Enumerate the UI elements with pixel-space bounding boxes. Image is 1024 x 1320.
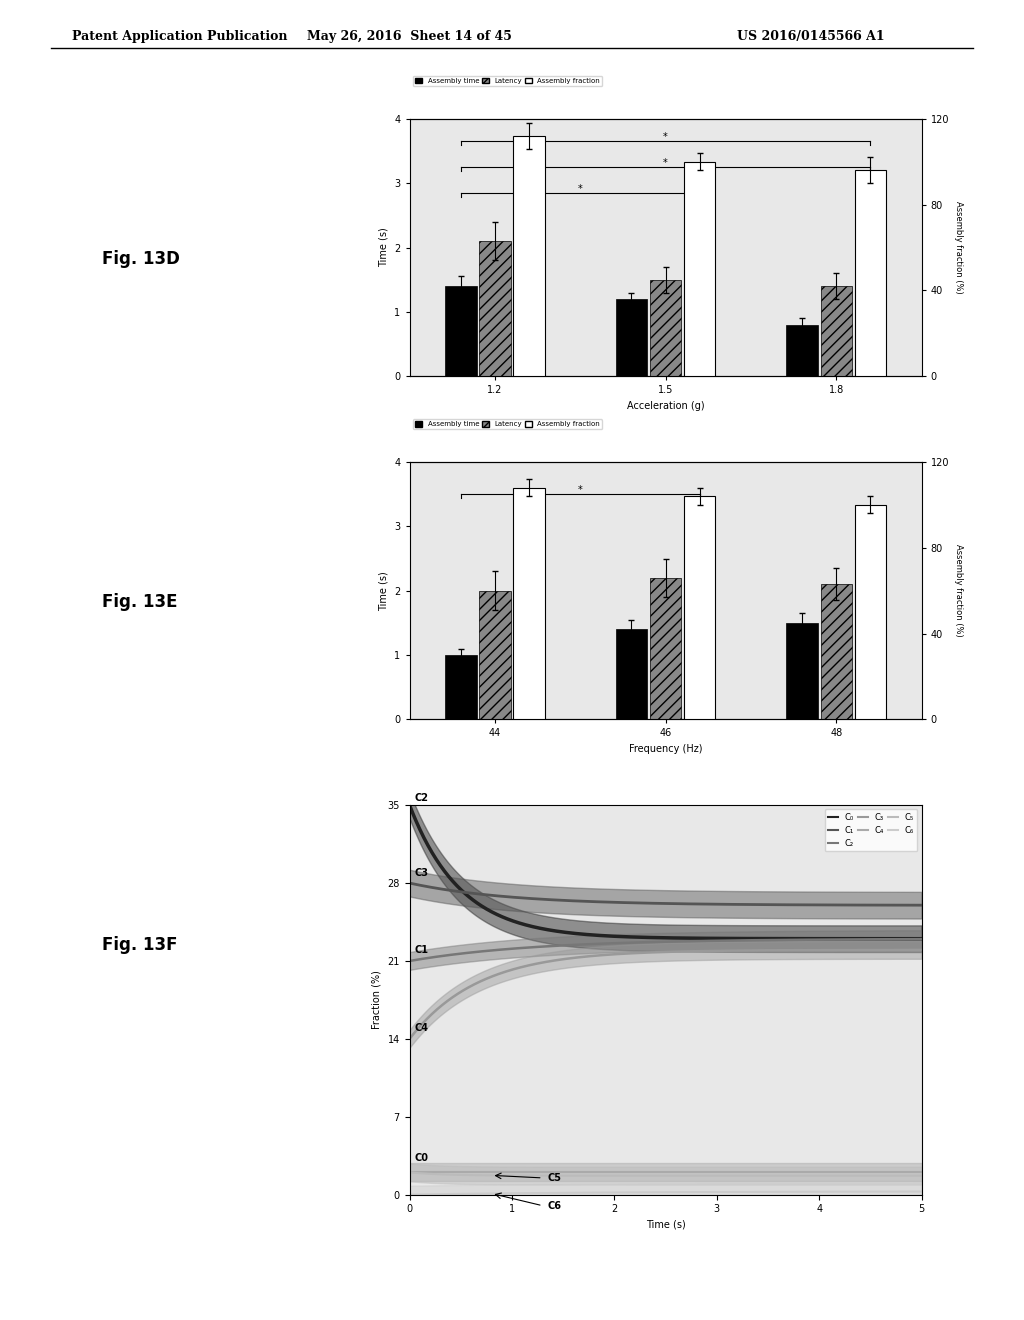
Bar xyxy=(684,162,716,376)
Text: *: * xyxy=(664,132,668,143)
X-axis label: Acceleration (g): Acceleration (g) xyxy=(627,401,705,411)
Bar xyxy=(820,286,852,376)
Bar xyxy=(479,591,511,719)
Text: *: * xyxy=(578,484,583,495)
Text: Fig. 13F: Fig. 13F xyxy=(102,936,178,954)
Text: C1: C1 xyxy=(415,945,429,956)
Bar xyxy=(855,170,886,376)
Bar xyxy=(445,655,476,719)
Text: May 26, 2016  Sheet 14 of 45: May 26, 2016 Sheet 14 of 45 xyxy=(307,30,512,44)
Bar xyxy=(479,242,511,376)
Text: C0: C0 xyxy=(415,1154,429,1163)
Legend: C₀, C₁, C₂, C₃, C₄, C₅, C₆: C₀, C₁, C₂, C₃, C₄, C₅, C₆ xyxy=(824,809,918,851)
X-axis label: Time (s): Time (s) xyxy=(646,1220,685,1230)
Bar xyxy=(684,496,716,719)
Text: *: * xyxy=(664,158,668,168)
Text: C5: C5 xyxy=(548,1173,562,1183)
Legend: Assembly time, Latency, Assembly fraction: Assembly time, Latency, Assembly fractio… xyxy=(413,77,602,86)
Bar xyxy=(650,578,681,719)
Text: C2: C2 xyxy=(415,793,429,803)
Text: Fig. 13D: Fig. 13D xyxy=(102,249,180,268)
Bar xyxy=(513,488,545,719)
Text: C3: C3 xyxy=(415,867,429,878)
Bar xyxy=(855,506,886,719)
Bar xyxy=(615,630,647,719)
Legend: Assembly time, Latency, Assembly fraction: Assembly time, Latency, Assembly fractio… xyxy=(413,420,602,429)
Bar xyxy=(650,280,681,376)
Text: Patent Application Publication: Patent Application Publication xyxy=(72,30,287,44)
Y-axis label: Time (s): Time (s) xyxy=(379,227,389,268)
Text: C6: C6 xyxy=(548,1201,562,1210)
Bar xyxy=(786,623,818,719)
Y-axis label: Fraction (%): Fraction (%) xyxy=(372,970,382,1030)
Y-axis label: Time (s): Time (s) xyxy=(379,570,389,611)
Bar xyxy=(445,286,476,376)
Text: US 2016/0145566 A1: US 2016/0145566 A1 xyxy=(737,30,885,44)
Text: Fig. 13E: Fig. 13E xyxy=(102,593,178,611)
Bar xyxy=(820,585,852,719)
Bar xyxy=(786,325,818,376)
Y-axis label: Assembly fraction (%): Assembly fraction (%) xyxy=(954,201,963,294)
Text: *: * xyxy=(578,183,583,194)
Bar xyxy=(513,136,545,376)
X-axis label: Frequency (Hz): Frequency (Hz) xyxy=(629,744,702,754)
Y-axis label: Assembly fraction (%): Assembly fraction (%) xyxy=(954,544,963,638)
Bar xyxy=(615,300,647,376)
Text: C4: C4 xyxy=(415,1023,429,1034)
